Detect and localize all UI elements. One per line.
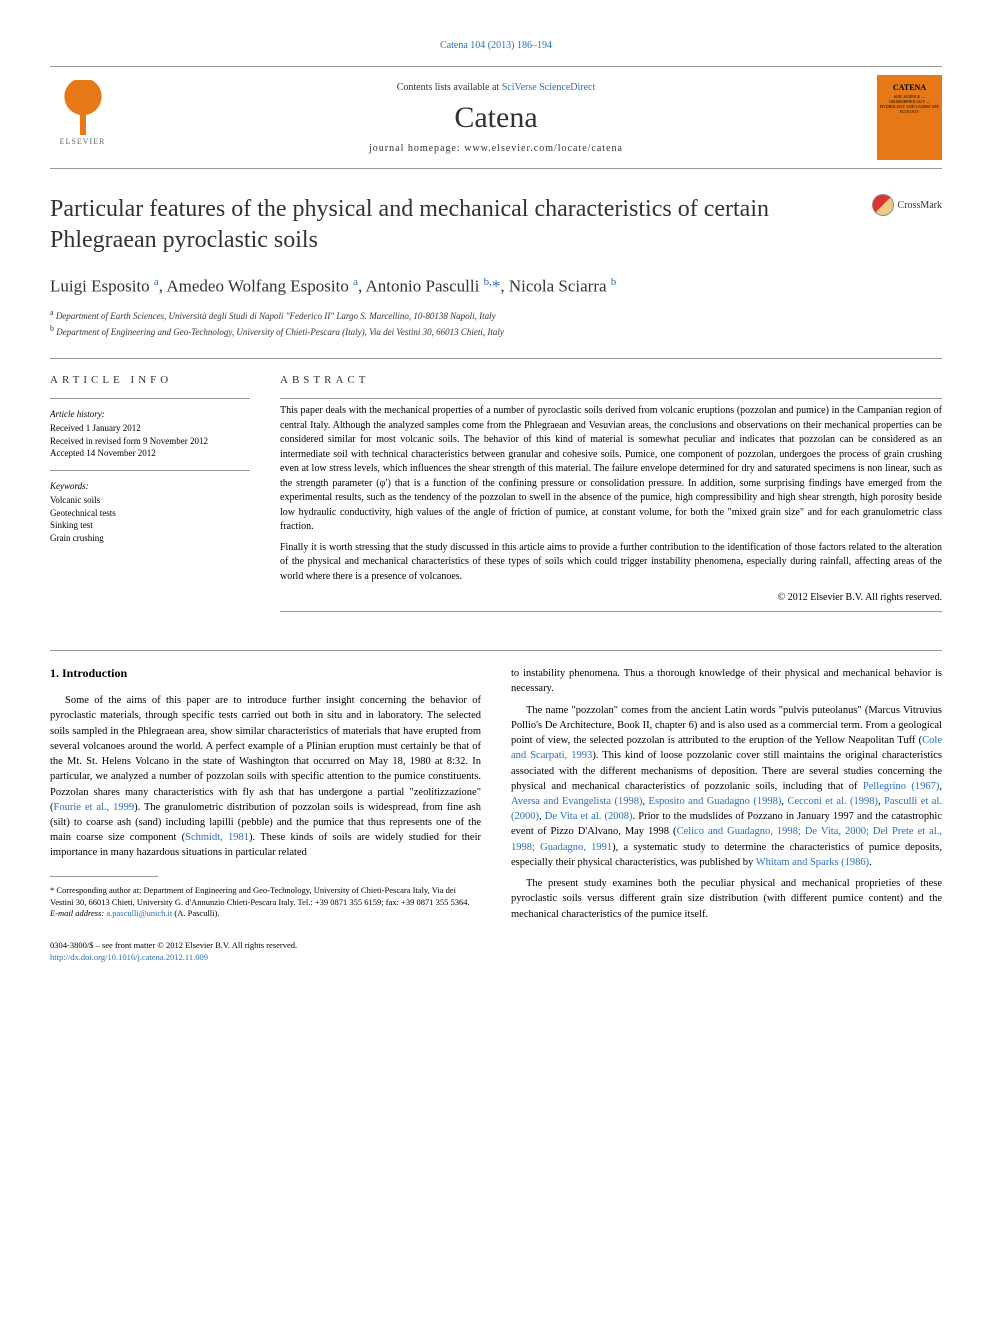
info-divider [50, 398, 250, 399]
issn-line: 0304-3800/$ – see front matter © 2012 El… [50, 940, 481, 952]
cover-subtitle: SOIL SCIENCE — GEOMORPHOLOGY — HYDROLOGY… [877, 94, 942, 114]
article-title: Particular features of the physical and … [50, 194, 872, 256]
intro-para-3: The present study examines both the pecu… [511, 876, 942, 922]
email-link[interactable]: a.pasculli@unich.it [106, 908, 172, 918]
intro-para-1: Some of the aims of this paper are to in… [50, 693, 481, 860]
crossmark-label: CrossMark [898, 200, 942, 211]
ref-esposito[interactable]: Esposito and Guadagno (1998) [649, 796, 782, 807]
bottom-notes: 0304-3800/$ – see front matter © 2012 El… [50, 940, 481, 964]
abstract-para-1: This paper deals with the mechanical pro… [280, 404, 942, 535]
elsevier-tree-icon [58, 80, 108, 135]
info-abstract-row: ARTICLE INFO Article history: Received 1… [50, 374, 942, 620]
title-row: Particular features of the physical and … [50, 194, 942, 256]
article-info-heading: ARTICLE INFO [50, 374, 250, 386]
ref-cecconi[interactable]: Cecconi et al. (1998) [787, 796, 878, 807]
cover-title: CATENA [893, 83, 926, 92]
intro-para-cont: to instability phenomena. Thus a thoroug… [511, 666, 942, 696]
intro-para-2: The name "pozzolan" comes from the ancie… [511, 703, 942, 870]
ref-whitam[interactable]: Whitam and Sparks (1986) [756, 857, 869, 868]
elsevier-label: ELSEVIER [60, 137, 106, 146]
journal-header: ELSEVIER Contents lists available at Sci… [50, 66, 942, 169]
keywords-label: Keywords: [50, 481, 250, 491]
body-text-right: to instability phenomena. Thus a thoroug… [511, 666, 942, 922]
elsevier-logo: ELSEVIER [50, 80, 115, 155]
col-left: 1. Introduction Some of the aims of this… [50, 666, 481, 964]
ref-aversa[interactable]: Aversa and Evangelista (1998) [511, 796, 642, 807]
ref-devita[interactable]: De Vita et al. (2008) [545, 811, 633, 822]
crossmark-badge[interactable]: CrossMark [872, 194, 942, 216]
divider [50, 358, 942, 359]
keywords-text: Volcanic soilsGeotechnical testsSinking … [50, 494, 250, 544]
citation-link[interactable]: Catena 104 (2013) 186–194 [50, 40, 942, 51]
corresponding-footnote: * Corresponding author at: Department of… [50, 885, 481, 909]
body-divider [50, 650, 942, 651]
contents-line: Contents lists available at SciVerse Sci… [115, 82, 877, 93]
section-1-heading: 1. Introduction [50, 666, 481, 681]
abstract-column: ABSTRACT This paper deals with the mecha… [280, 374, 942, 620]
affiliations: a Department of Earth Sciences, Universi… [50, 307, 942, 338]
sciverse-link[interactable]: SciVerse ScienceDirect [502, 82, 596, 93]
abstract-divider [280, 398, 942, 399]
ref-schmidt[interactable]: Schmidt, 1981 [185, 832, 249, 843]
authors-line: Luigi Esposito a, Amedeo Wolfang Esposit… [50, 276, 942, 297]
homepage-url[interactable]: www.elsevier.com/locate/catena [464, 143, 623, 154]
doi-link[interactable]: http://dx.doi.org/10.1016/j.catena.2012.… [50, 952, 481, 964]
abstract-text: This paper deals with the mechanical pro… [280, 404, 942, 584]
body-columns: 1. Introduction Some of the aims of this… [50, 666, 942, 964]
crossmark-icon [872, 194, 894, 216]
abstract-para-2: Finally it is worth stressing that the s… [280, 541, 942, 585]
history-text: Received 1 January 2012Received in revis… [50, 422, 250, 460]
info-divider-2 [50, 470, 250, 471]
email-footnote: E-mail address: a.pasculli@unich.it (A. … [50, 908, 481, 920]
col-right: to instability phenomena. Thus a thoroug… [511, 666, 942, 964]
ref-pellegrino[interactable]: Pellegrino (1967) [863, 781, 940, 792]
footnote-separator [50, 876, 158, 877]
abstract-heading: ABSTRACT [280, 374, 942, 386]
article-info: ARTICLE INFO Article history: Received 1… [50, 374, 250, 620]
ref-fourie[interactable]: Fourie et al., 1999 [54, 802, 135, 813]
homepage-line: journal homepage: www.elsevier.com/locat… [115, 143, 877, 154]
journal-center: Contents lists available at SciVerse Sci… [115, 82, 877, 154]
abstract-divider-2 [280, 611, 942, 612]
journal-cover: CATENA SOIL SCIENCE — GEOMORPHOLOGY — HY… [877, 75, 942, 160]
journal-name: Catena [115, 101, 877, 135]
body-text-left: Some of the aims of this paper are to in… [50, 693, 481, 860]
history-label: Article history: [50, 409, 250, 419]
copyright: © 2012 Elsevier B.V. All rights reserved… [280, 592, 942, 603]
